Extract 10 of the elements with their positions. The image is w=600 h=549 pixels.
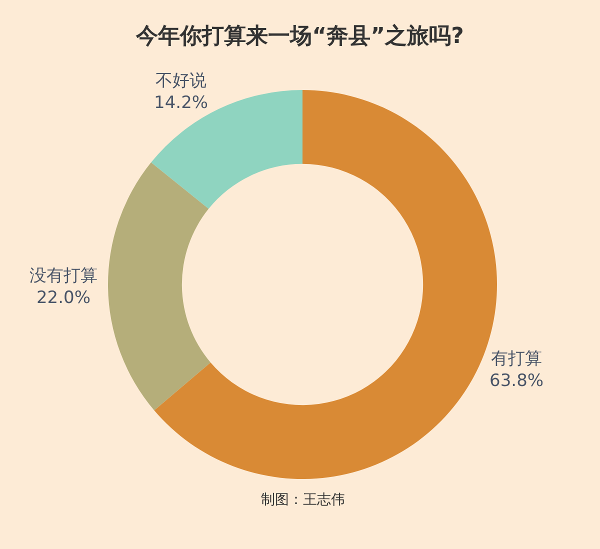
data-label: 22.0%: [36, 288, 90, 308]
slice-label: 有打算: [491, 348, 542, 369]
data-label: 14.2%: [154, 92, 208, 113]
chart-title: 今年你打算来一场“奔县”之旅吗?: [135, 22, 464, 49]
donut-slice: [108, 162, 211, 410]
slice-label: 不好说: [156, 70, 207, 91]
donut-slice: [151, 90, 302, 209]
data-label: 63.8%: [490, 370, 544, 391]
text: 制图：王志伟: [261, 492, 345, 508]
slice-label: 没有打算: [29, 266, 98, 286]
